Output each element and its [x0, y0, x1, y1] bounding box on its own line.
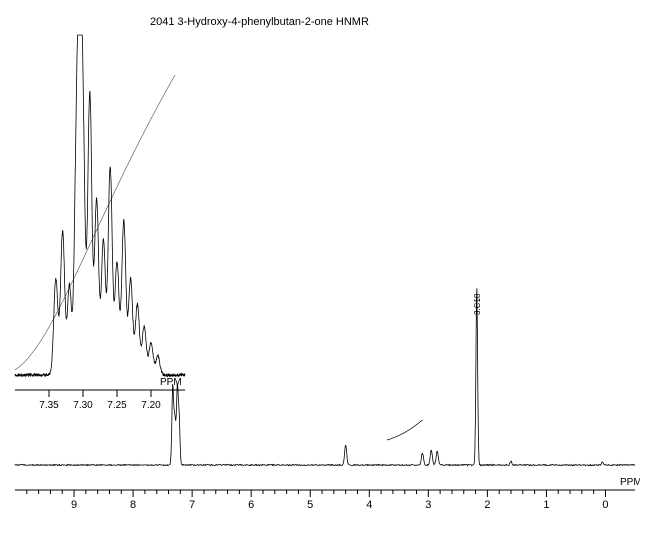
- svg-text:5: 5: [307, 499, 313, 511]
- svg-text:7: 7: [189, 499, 195, 511]
- inset-axis-label: PPM: [160, 377, 182, 388]
- svg-text:7.30: 7.30: [73, 400, 93, 411]
- svg-text:4: 4: [366, 499, 372, 511]
- svg-text:7.35: 7.35: [39, 400, 59, 411]
- main-axis-label: PPM: [620, 477, 640, 488]
- svg-text:0: 0: [602, 499, 608, 511]
- svg-text:1: 1: [543, 499, 549, 511]
- svg-text:6: 6: [248, 499, 254, 511]
- svg-text:3: 3: [425, 499, 431, 511]
- svg-text:8: 8: [130, 499, 136, 511]
- svg-text:9: 9: [71, 499, 77, 511]
- svg-text:7.25: 7.25: [107, 400, 127, 411]
- peak-label: 3.C18: [473, 293, 482, 315]
- inset-nmr-spectrum: 7.35 7.30 7.25 7.20 PPM: [10, 25, 190, 415]
- svg-text:7.20: 7.20: [141, 400, 161, 411]
- svg-text:2: 2: [484, 499, 490, 511]
